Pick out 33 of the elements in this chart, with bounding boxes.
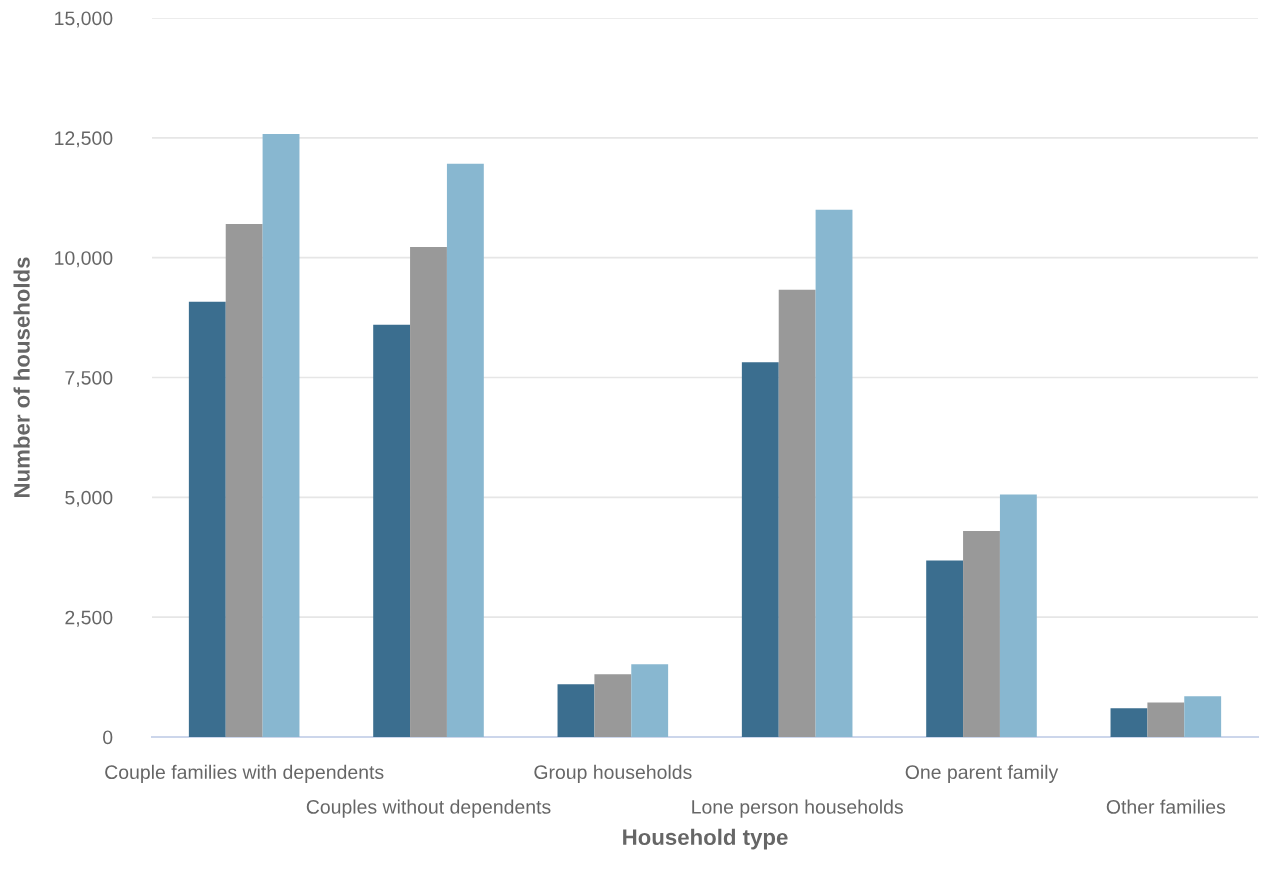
x-tick-label: One parent family: [905, 764, 1059, 783]
y-axis-title: Number of households: [13, 257, 30, 497]
x-tick-label: Couple families with dependents: [105, 764, 384, 783]
bar: [373, 324, 411, 737]
bar: [1147, 702, 1185, 737]
bar: [557, 684, 595, 737]
y-tick-label: 7,500: [65, 370, 113, 388]
bar: [1110, 708, 1148, 737]
y-tick-label: 0: [103, 730, 113, 745]
bar: [741, 362, 779, 737]
bar: [999, 494, 1037, 737]
x-tick-label: Couples without dependents: [306, 799, 551, 818]
x-tick-label: Other families: [1106, 799, 1226, 814]
bar: [262, 134, 300, 737]
bar: [963, 530, 1000, 737]
bar: [225, 224, 263, 737]
bar: [410, 247, 447, 737]
x-axis-title: Household type: [623, 828, 788, 850]
bar: [631, 664, 669, 737]
y-tick-label: 2,500: [65, 610, 113, 627]
bar: [815, 209, 853, 737]
x-tick-label: Lone person households: [692, 799, 903, 818]
x-tick-label: Group households: [534, 764, 692, 783]
y-tick-label: 12,500: [55, 131, 113, 148]
bar: [926, 560, 964, 737]
bar: [594, 674, 632, 737]
y-tick-label: 10,000: [55, 251, 113, 268]
bar: [188, 301, 226, 737]
bar: [1184, 696, 1222, 737]
y-tick-label: 5,000: [65, 490, 113, 507]
bar: [778, 289, 816, 737]
y-tick-label: 15,000: [55, 11, 113, 28]
bar: [446, 163, 484, 737]
